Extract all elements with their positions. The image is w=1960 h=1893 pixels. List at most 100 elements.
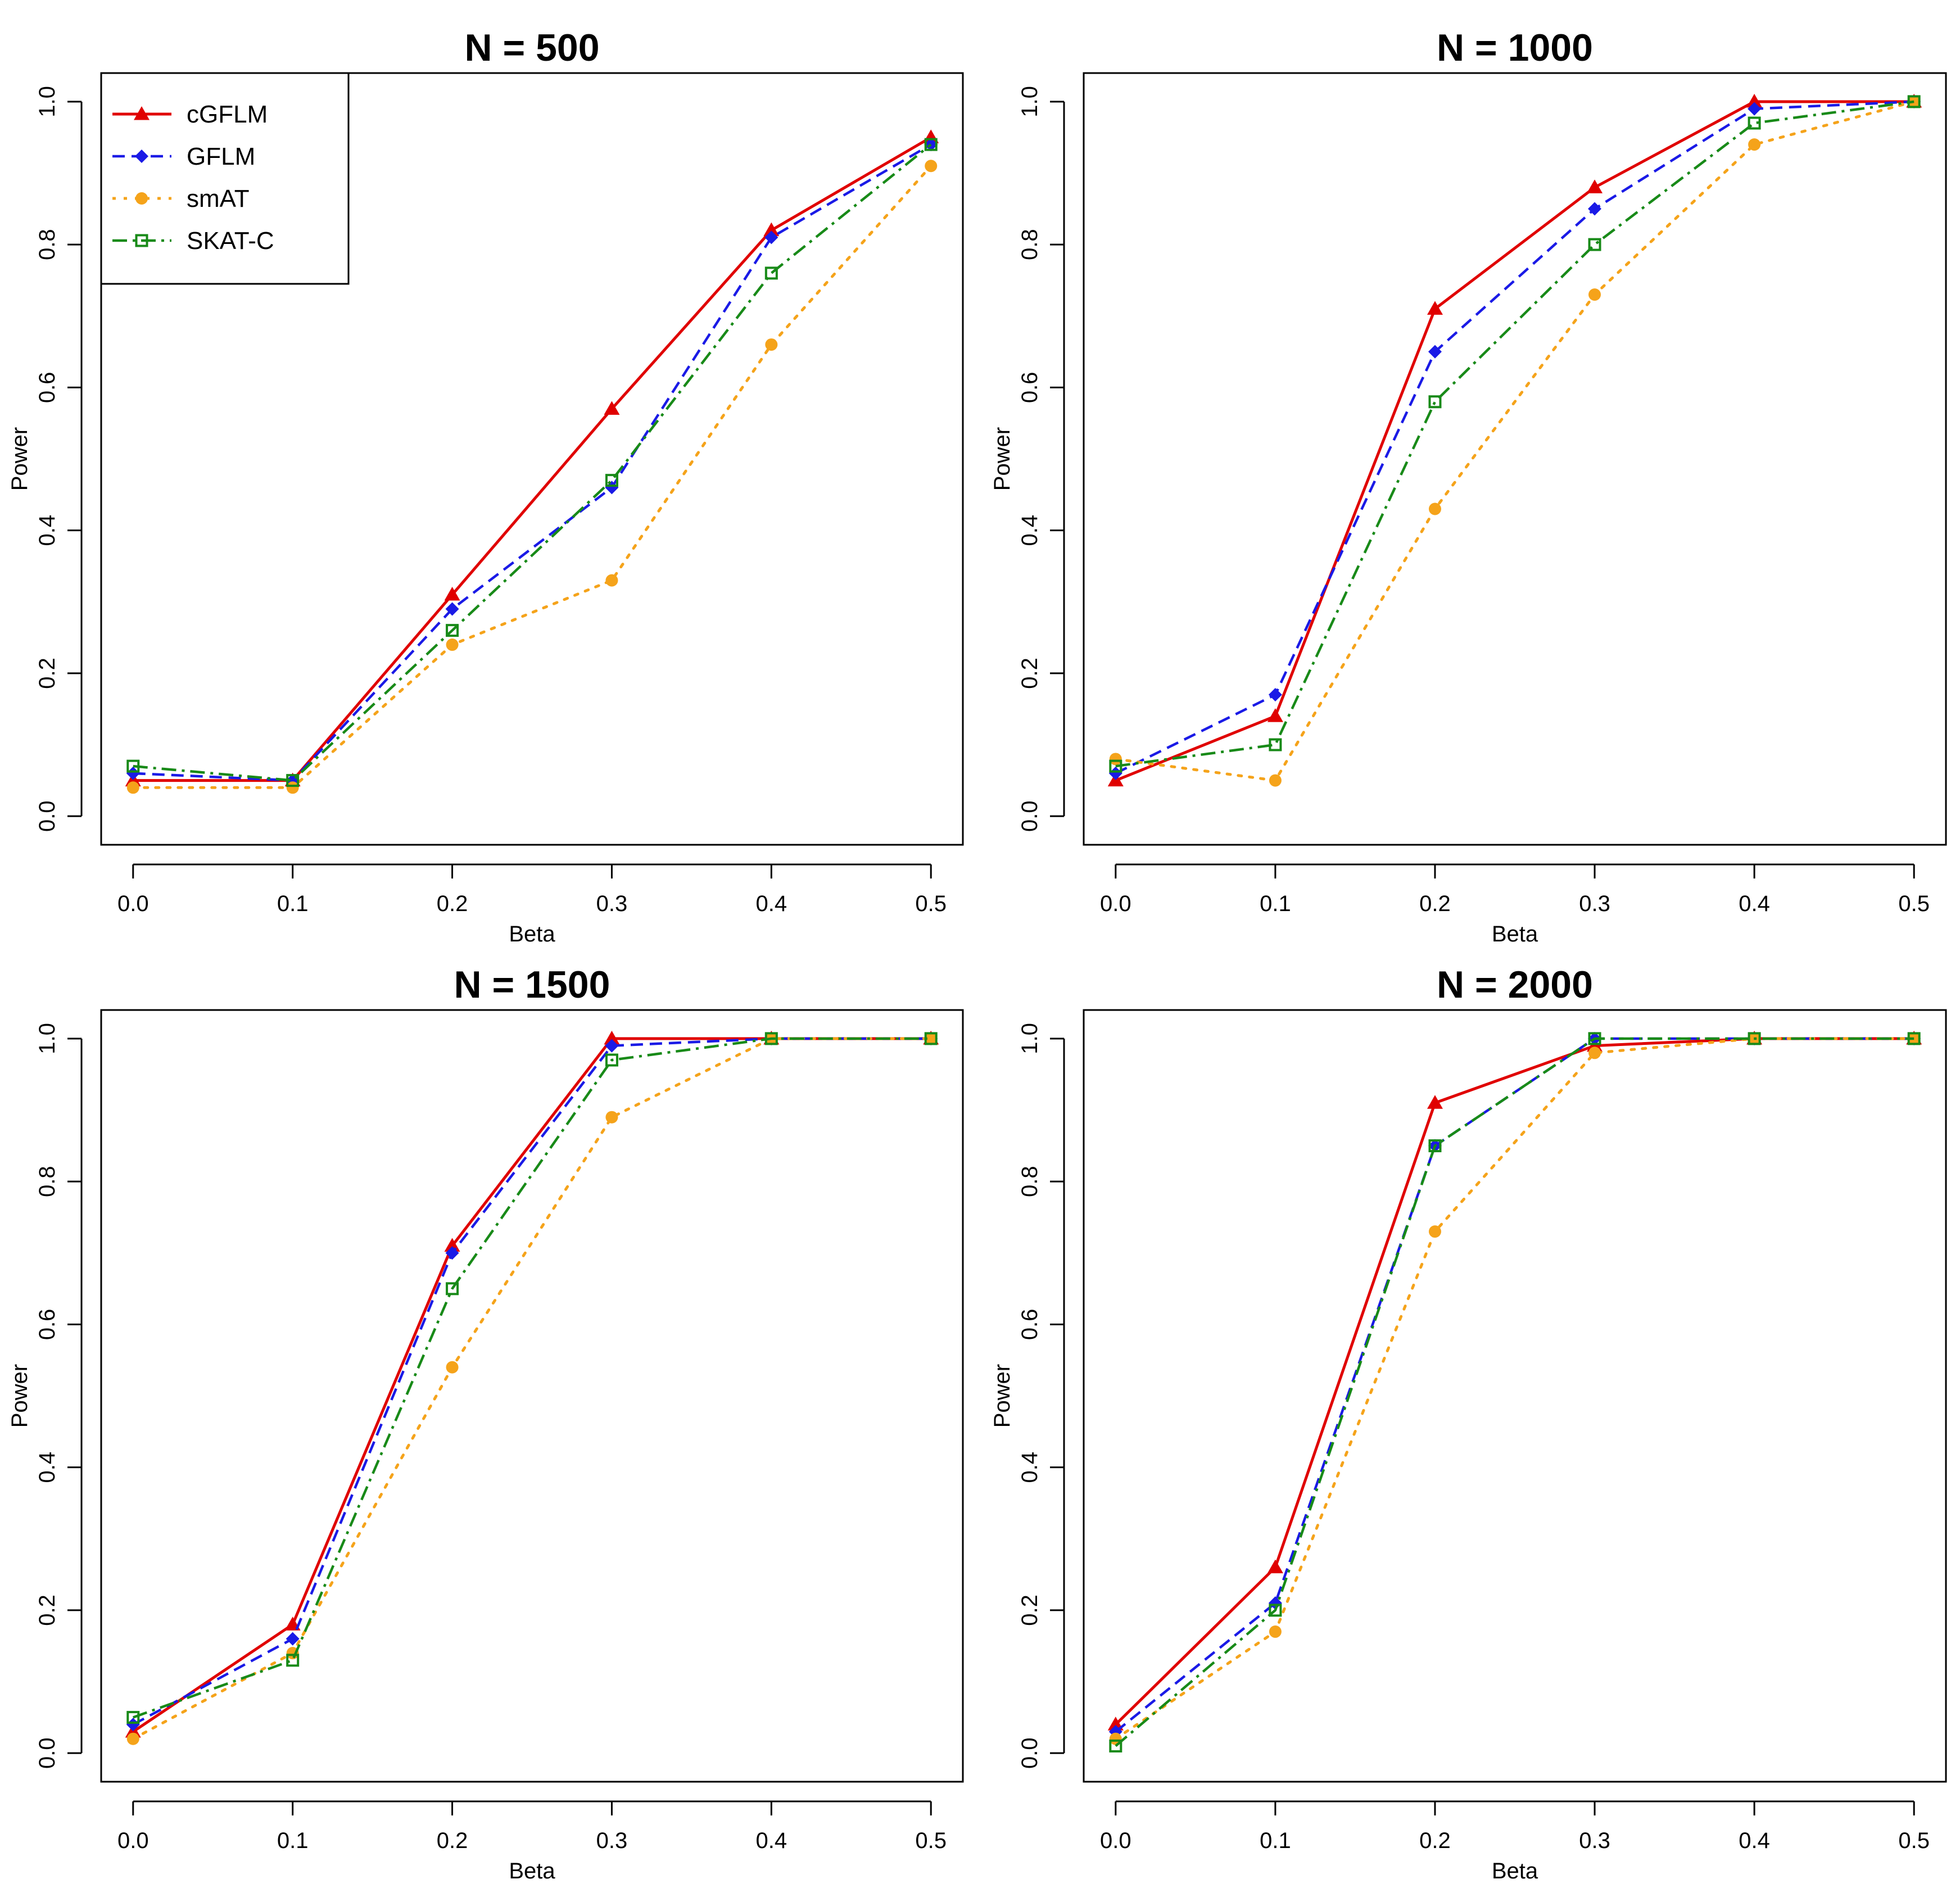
- x-tick-label: 0.1: [1260, 891, 1291, 916]
- data-point: [126, 766, 140, 780]
- series-smat: [126, 160, 938, 794]
- x-tick-label: 0.3: [1579, 891, 1610, 916]
- y-tick-label: 0.6: [1017, 1309, 1042, 1341]
- data-point: [1428, 395, 1442, 409]
- data-point: [1428, 502, 1441, 515]
- data-point: [1108, 766, 1122, 780]
- data-point: [1588, 238, 1601, 251]
- data-point: [444, 587, 460, 601]
- legend-entry-smat: smAT: [112, 185, 250, 212]
- y-axis: 0.0 0.2 0.4 0.6 0.8 1.0 Power: [7, 1023, 83, 1769]
- y-axis-label: Power: [7, 1364, 32, 1428]
- chart-title: N = 1000: [1437, 26, 1593, 69]
- filled-diamond-icon: [135, 150, 148, 163]
- filled-circle-icon: [135, 192, 148, 205]
- data-point: [1907, 1032, 1921, 1045]
- data-point: [1428, 1139, 1442, 1153]
- data-point: [446, 624, 459, 637]
- data-point: [286, 1632, 300, 1646]
- data-point: [764, 266, 778, 280]
- y-tick-label: 0.8: [35, 229, 60, 260]
- series-smat: [126, 1032, 938, 1745]
- data-point: [764, 1032, 778, 1045]
- x-tick-label: 0.4: [1739, 891, 1770, 916]
- x-axis: 0.0 0.1 0.2 0.3 0.4 0.5 Beta: [117, 863, 947, 946]
- y-tick-label: 0.8: [1017, 229, 1042, 260]
- data-point: [286, 781, 299, 794]
- legend-entry-skat-c: SKAT-C: [112, 227, 274, 255]
- data-point: [1428, 1225, 1441, 1238]
- x-tick-label: 0.5: [915, 1828, 947, 1853]
- y-axis-label: Power: [7, 427, 32, 491]
- y-tick-label: 0.8: [35, 1166, 60, 1197]
- data-point: [1427, 301, 1443, 315]
- series-smat: [1109, 95, 1921, 787]
- series-skat-c: [1109, 1032, 1921, 1752]
- y-tick-label: 0.2: [35, 1595, 60, 1626]
- data-point: [1588, 1032, 1601, 1045]
- data-point: [446, 1282, 459, 1296]
- series-gflm: [1108, 94, 1921, 780]
- y-tick-label: 0.4: [35, 1452, 60, 1483]
- y-tick-label: 0.4: [1017, 1452, 1042, 1483]
- x-tick-label: 0.4: [756, 891, 787, 916]
- data-point: [1269, 1604, 1282, 1617]
- series-line: [1115, 100, 1914, 775]
- data-point: [925, 160, 938, 173]
- y-tick-label: 0.0: [35, 800, 60, 832]
- data-point: [1588, 1047, 1601, 1059]
- data-point: [444, 1238, 460, 1252]
- y-axis: 0.0 0.2 0.4 0.6 0.8 1.0 Power: [990, 1023, 1065, 1769]
- chart-title: N = 2000: [1437, 963, 1593, 1006]
- series-gflm: [1108, 1031, 1921, 1739]
- x-tick-label: 0.2: [437, 1828, 468, 1853]
- data-point: [126, 1711, 140, 1724]
- y-tick-label: 1.0: [35, 1023, 60, 1054]
- data-point: [126, 781, 139, 794]
- series-line: [1114, 100, 1916, 782]
- series-skat-c: [1109, 95, 1921, 773]
- y-tick-label: 0.6: [35, 372, 60, 404]
- plot-frame: [100, 1009, 964, 1783]
- data-point: [605, 1053, 618, 1067]
- series-cgflm: [125, 1030, 939, 1738]
- x-tick-label: 0.3: [1579, 1828, 1610, 1853]
- chart-title: N = 500: [464, 26, 599, 69]
- x-axis-label: Beta: [509, 1859, 555, 1883]
- legend-label: smAT: [187, 185, 250, 212]
- x-tick-label: 0.2: [1419, 891, 1451, 916]
- y-tick-label: 0.8: [1017, 1166, 1042, 1197]
- data-point: [1748, 1032, 1761, 1045]
- series-cgflm: [1107, 1030, 1922, 1731]
- data-point: [1748, 102, 1762, 116]
- series-cgflm: [1107, 93, 1922, 787]
- data-point: [1907, 95, 1921, 108]
- x-axis-label: Beta: [1492, 922, 1538, 946]
- x-tick-label: 0.5: [1898, 1828, 1930, 1853]
- x-axis: 0.0 0.1 0.2 0.3 0.4 0.5 Beta: [1100, 863, 1930, 946]
- y-tick-label: 0.0: [1017, 800, 1042, 832]
- y-tick-label: 0.0: [35, 1737, 60, 1769]
- data-point: [1109, 753, 1122, 766]
- y-tick-label: 0.4: [35, 515, 60, 546]
- data-point: [1109, 1739, 1122, 1752]
- x-tick-label: 0.0: [117, 1828, 149, 1853]
- legend: cGFLM GFLM smAT SKAT-C: [100, 72, 350, 285]
- filled-triangle-icon: [134, 106, 150, 120]
- y-tick-label: 0.2: [1017, 1595, 1042, 1626]
- x-tick-label: 0.2: [437, 891, 468, 916]
- open-square-icon: [135, 234, 148, 247]
- legend-entry-cgflm: cGFLM: [112, 101, 268, 128]
- data-point: [126, 1718, 140, 1732]
- series-line: [133, 136, 932, 782]
- data-point: [924, 138, 938, 151]
- data-point: [1267, 708, 1283, 722]
- data-point: [604, 1030, 620, 1045]
- legend-label: GFLM: [187, 143, 255, 170]
- series-line: [133, 143, 932, 782]
- data-point: [764, 230, 778, 244]
- data-point: [1269, 774, 1282, 787]
